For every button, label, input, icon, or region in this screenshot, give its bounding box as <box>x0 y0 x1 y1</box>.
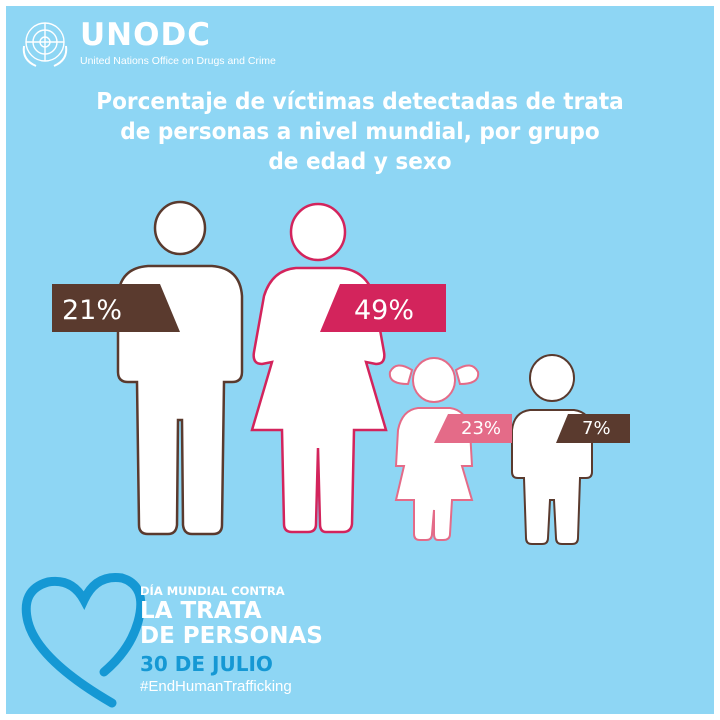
org-short-name: UNODC <box>80 17 211 53</box>
campaign-hashtag: #EndHumanTrafficking <box>140 678 292 695</box>
boy-icon <box>511 354 593 545</box>
campaign-block: DÍA MUNDIAL CONTRA LA TRATA DE PERSONAS … <box>140 583 323 697</box>
label-banner-woman <box>320 284 446 332</box>
title-line-1: Porcentaje de víctimas detectadas de tra… <box>96 87 624 115</box>
campaign-line-1: DÍA MUNDIAL CONTRA <box>140 584 285 598</box>
label-banner-girl <box>434 414 512 443</box>
data-label-woman: 49% <box>354 295 415 326</box>
heart-icon <box>21 572 146 708</box>
data-label-boy: 7% <box>582 418 611 439</box>
data-label-girl: 23% <box>461 418 502 439</box>
campaign-date: 30 DE JULIO <box>140 652 273 676</box>
un-emblem-icon <box>22 22 68 67</box>
title-line-2: de personas a nivel mundial, por grupo <box>120 117 600 145</box>
org-full-name: United Nations Office on Drugs and Crime <box>80 55 276 67</box>
label-banner-man <box>52 284 180 332</box>
data-label-man: 21% <box>62 295 123 326</box>
campaign-line-2: LA TRATA <box>140 598 262 624</box>
infographic-title: Porcentaje de víctimas detectadas de tra… <box>84 86 636 176</box>
label-banner-boy <box>556 414 630 443</box>
man-icon <box>116 200 244 536</box>
org-logo: UNODC United Nations Office on Drugs and… <box>80 18 276 68</box>
woman-icon <box>250 202 388 534</box>
campaign-line-3: DE PERSONAS <box>140 623 323 649</box>
title-line-3: de edad y sexo <box>268 147 452 175</box>
